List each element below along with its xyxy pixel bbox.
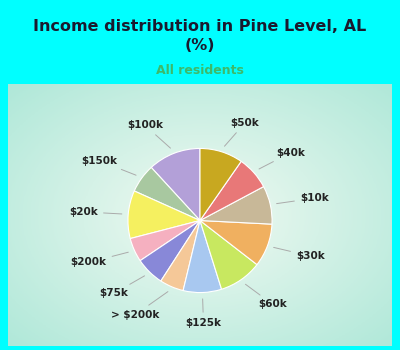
Text: ⓘ City-Data.com: ⓘ City-Data.com xyxy=(276,100,348,110)
Text: > $200k: > $200k xyxy=(111,292,168,320)
Wedge shape xyxy=(134,167,200,220)
Text: (%): (%) xyxy=(185,38,215,53)
Wedge shape xyxy=(130,220,200,261)
Text: $75k: $75k xyxy=(99,276,144,299)
Text: $125k: $125k xyxy=(186,299,222,328)
Wedge shape xyxy=(183,220,222,293)
Text: Income distribution in Pine Level, AL: Income distribution in Pine Level, AL xyxy=(33,19,367,34)
Text: $30k: $30k xyxy=(274,247,325,261)
Text: $40k: $40k xyxy=(259,148,305,169)
Text: $150k: $150k xyxy=(81,156,136,175)
Wedge shape xyxy=(200,148,241,220)
Text: $60k: $60k xyxy=(246,284,287,309)
Bar xyxy=(0,0,400,84)
Wedge shape xyxy=(200,220,272,265)
Wedge shape xyxy=(200,220,257,289)
Wedge shape xyxy=(200,187,272,224)
Text: All residents: All residents xyxy=(156,63,244,77)
Text: $200k: $200k xyxy=(71,252,128,267)
Wedge shape xyxy=(128,191,200,239)
Text: $10k: $10k xyxy=(276,193,329,204)
Wedge shape xyxy=(140,220,200,281)
Text: $100k: $100k xyxy=(127,120,170,148)
Text: $50k: $50k xyxy=(224,118,259,146)
Wedge shape xyxy=(151,148,200,220)
Wedge shape xyxy=(200,161,264,220)
Text: $20k: $20k xyxy=(69,207,122,217)
Wedge shape xyxy=(161,220,200,290)
